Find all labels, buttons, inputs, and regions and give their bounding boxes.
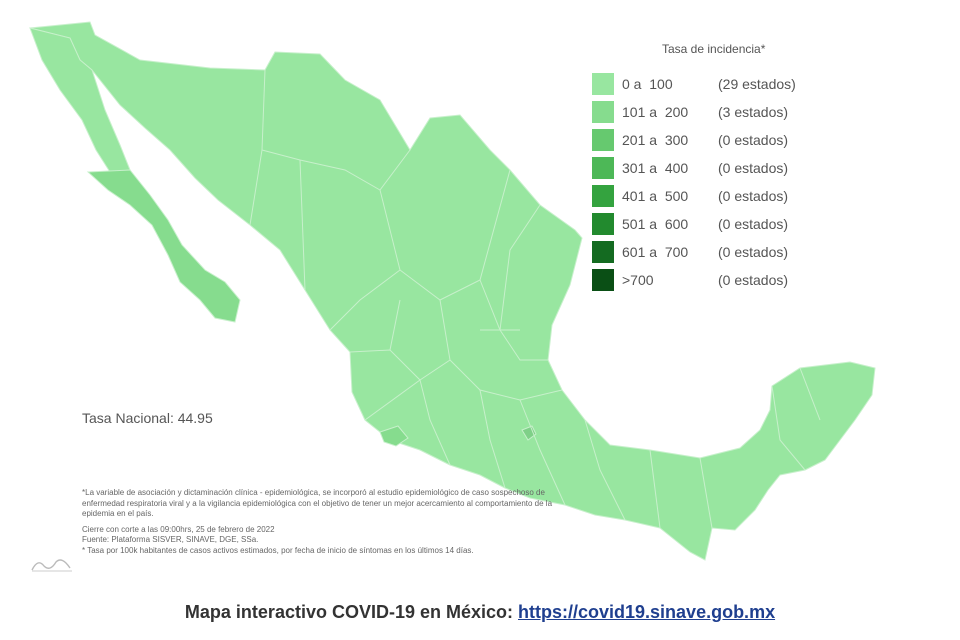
legend-item: 601 a 700 (0 estados) [592,238,842,266]
legend-swatch [592,101,614,123]
legend-count: (0 estados) [718,244,789,260]
colima[interactable] [379,425,409,447]
legend-item: >700 (0 estados) [592,266,842,294]
legend-swatch [592,129,614,151]
legend-range: 301 a 400 [622,160,689,176]
legend-swatch [592,269,614,291]
wave-logo-icon [31,559,72,572]
legend-count: (0 estados) [718,132,789,148]
legend-item: 501 a 600 (0 estados) [592,210,842,238]
legend-swatch [592,73,614,95]
legend-count: (0 estados) [718,272,789,288]
legend-range: 0 a 100 [622,76,673,92]
legend-range: >700 [622,272,654,288]
legend-swatch [592,157,614,179]
legend-count: (3 estados) [718,104,789,120]
legend-count: (0 estados) [718,216,789,232]
footer-text: Mapa interactivo COVID-19 en México: [184,602,519,622]
legend-title: Tasa de incidencia* [662,42,766,56]
footnote-2: Cierre con corte a las 09:00hrs, 25 de f… [82,524,275,534]
incidence-legend: Tasa de incidencia* 0 a 100 (29 estados) 1… [592,42,842,294]
mexico-mainland[interactable] [29,21,876,561]
legend-range: 201 a 300 [622,132,689,148]
legend-count: (29 estados) [718,76,796,92]
legend-item: 301 a 400 (0 estados) [592,154,842,182]
legend-item: 0 a 100 (29 estados) [592,70,842,98]
footnote-4: * Tasa por 100k habitantes de casos acti… [82,545,474,555]
legend-swatch [592,185,614,207]
mexico-city[interactable] [521,425,537,441]
footnote-1: *La variable de asociación y dictaminaci… [82,488,553,518]
legend-swatch [592,213,614,235]
state-borders [249,69,821,529]
footnote-3: Fuente: Plataforma SISVER, SINAVE, DGE, … [82,535,259,544]
legend-count: (0 estados) [718,160,789,176]
legend-swatch [592,241,614,263]
footer: Mapa interactivo COVID-19 en México: htt… [0,602,960,623]
national-rate: Tasa Nacional: 44.95 [82,410,213,426]
legend-range: 401 a 500 [622,188,689,204]
legend-range: 501 a 600 [622,216,689,232]
legend-range: 601 a 700 [622,244,689,260]
baja-california-sur[interactable] [86,169,241,323]
legend-count: (0 estados) [718,188,789,204]
legend-item: 201 a 300 (0 estados) [592,126,842,154]
legend-item: 401 a 500 (0 estados) [592,182,842,210]
legend-item: 101 a 200 (3 estados) [592,98,842,126]
legend-range: 101 a 200 [622,104,689,120]
footnotes: *La variable de asociación y dictaminaci… [82,488,562,561]
sinave-link[interactable]: https://covid19.sinave.gob.mx [518,602,776,622]
